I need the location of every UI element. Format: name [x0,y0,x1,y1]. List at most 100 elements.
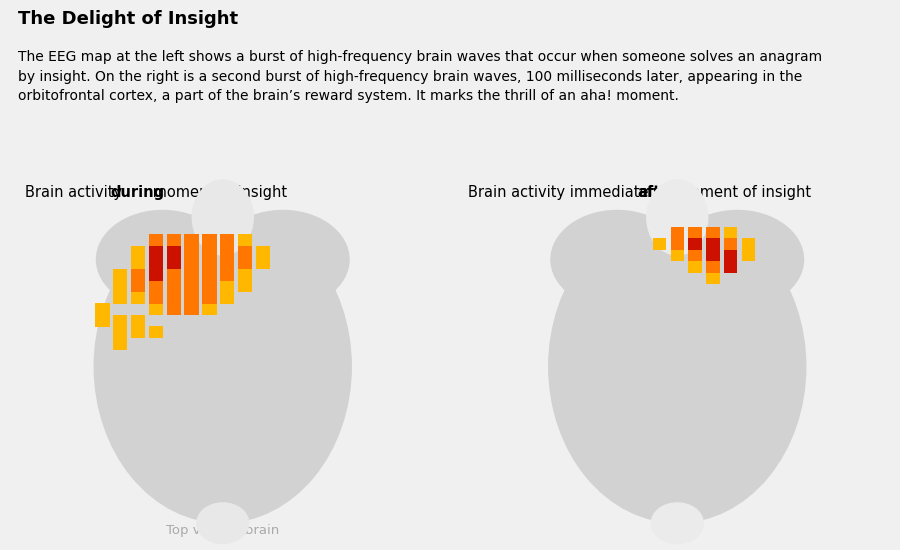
Bar [184,292,199,304]
Ellipse shape [94,210,352,523]
Bar [202,268,217,281]
Bar [724,250,737,261]
Bar [706,239,720,250]
Bar [202,303,217,315]
Bar [238,257,252,270]
Bar [131,315,145,327]
Bar [202,292,217,304]
Bar [220,268,234,281]
Bar [166,292,181,304]
Bar [688,250,702,261]
Bar [220,234,234,246]
Bar [202,257,217,270]
Bar [148,292,163,304]
Bar [113,338,128,350]
Ellipse shape [550,210,684,309]
Bar [256,257,270,270]
Bar [742,250,755,261]
Bar [724,239,737,250]
Bar [166,234,181,246]
Bar [220,234,234,246]
Bar [706,227,720,239]
Bar [688,227,702,239]
Bar [113,268,128,281]
Bar [184,292,199,304]
Text: Brain activity immediately: Brain activity immediately [468,185,666,200]
Bar [184,303,199,315]
Bar [166,246,181,258]
Bar [202,246,217,258]
Bar [148,246,163,258]
Ellipse shape [651,502,704,544]
Ellipse shape [646,179,708,256]
Ellipse shape [196,502,249,544]
Bar [148,303,163,315]
Bar [166,257,181,270]
Ellipse shape [95,210,230,309]
Bar [238,268,252,281]
Bar [670,250,684,261]
Bar [202,280,217,293]
Bar [148,234,163,246]
Bar [166,303,181,315]
Bar [166,246,181,258]
Bar [238,280,252,293]
Ellipse shape [670,210,805,309]
Bar [652,239,666,250]
Bar [724,250,737,261]
Bar [184,234,199,246]
Text: Top view of brain: Top view of brain [166,524,279,537]
Bar [706,250,720,261]
Bar [184,234,199,246]
Bar [688,261,702,273]
Bar [220,292,234,304]
Bar [670,239,684,250]
Bar [238,246,252,258]
Text: moment of insight: moment of insight [672,185,811,200]
Bar [95,303,110,315]
Bar [220,246,234,258]
Bar [724,261,737,273]
Bar [131,280,145,293]
Text: moment of insight: moment of insight [148,185,287,200]
Bar [688,250,702,261]
Text: The Delight of Insight: The Delight of Insight [18,10,238,28]
Bar [706,261,720,273]
Bar [166,280,181,293]
Bar [706,273,720,284]
Bar [706,250,720,261]
Bar [706,227,720,239]
Bar [148,292,163,304]
Bar [166,280,181,293]
Bar [202,257,217,270]
Bar [148,257,163,270]
Bar [131,292,145,304]
Bar [724,250,737,261]
Bar [238,234,252,246]
Bar [724,239,737,250]
Bar [184,280,199,293]
Bar [131,280,145,293]
Bar [184,257,199,270]
Bar [220,246,234,258]
Bar [131,246,145,258]
Bar [220,257,234,270]
Bar [202,246,217,258]
Bar [688,227,702,239]
Text: after: after [637,185,678,200]
Bar [148,280,163,293]
Bar [184,268,199,281]
Bar [148,268,163,281]
Ellipse shape [192,179,254,256]
Bar [688,239,702,250]
Bar [166,303,181,315]
Bar [202,234,217,246]
Bar [148,257,163,270]
Bar [202,268,217,281]
Bar [256,246,270,258]
Bar [148,234,163,246]
Bar [706,239,720,250]
Bar [724,261,737,273]
Bar [166,292,181,304]
Bar [166,257,181,270]
